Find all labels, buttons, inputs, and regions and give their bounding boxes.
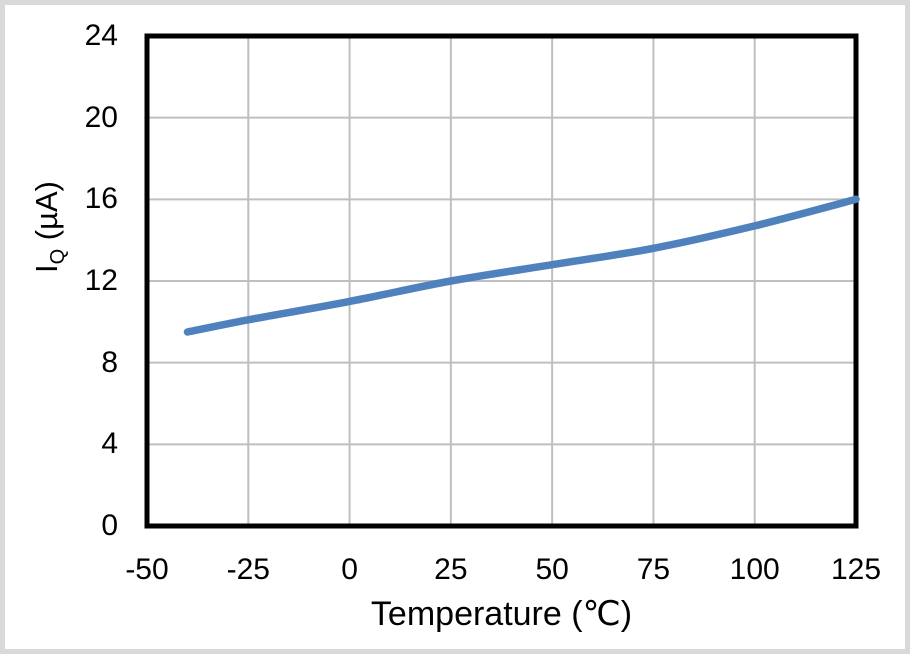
y-axis-title: IQ (µA) (27, 87, 69, 367)
x-tick-label--25: -25 (226, 553, 270, 586)
plot-area-border (144, 33, 859, 529)
y-tick-label-20: 20 (84, 100, 118, 134)
x-tick-label-0: 0 (341, 553, 358, 586)
y-axis-title-units: (µA) (29, 181, 64, 249)
y-tick-label-4: 4 (101, 427, 118, 461)
x-tick-label--50: -50 (125, 553, 169, 586)
x-tick-label-50: 50 (535, 553, 569, 586)
series-line-iq (183, 195, 860, 336)
x-tick-label-25: 25 (434, 553, 468, 586)
x-tick-label-75: 75 (636, 553, 671, 586)
y-tick-label-0: 0 (101, 509, 118, 542)
y-axis-title-subscript: Q (47, 248, 69, 265)
y-axis-title-symbol: I (29, 264, 64, 273)
y-tick-label-12: 12 (84, 264, 118, 297)
x-tick-label-125: 125 (830, 553, 882, 586)
y-tick-label-8: 8 (101, 345, 118, 379)
y-tick-label-24: 24 (84, 19, 118, 52)
x-axis-title: Temperature (℃) (370, 595, 633, 633)
x-tick-label-100: 100 (729, 553, 780, 586)
y-tick-label-16: 16 (84, 182, 118, 216)
